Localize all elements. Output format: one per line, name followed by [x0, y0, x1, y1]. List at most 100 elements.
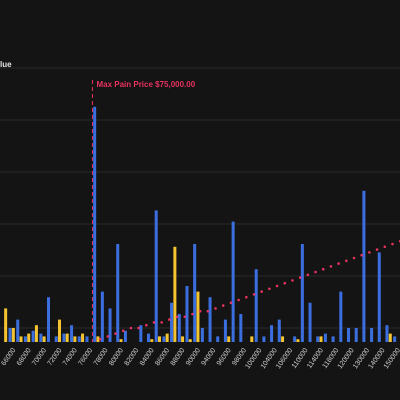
bar-yellow — [196, 291, 200, 342]
bar-blue — [85, 336, 89, 342]
bar-yellow — [11, 328, 15, 342]
bar-yellow — [165, 333, 169, 342]
bar-yellow — [388, 333, 392, 342]
bar-blue — [316, 336, 320, 342]
line-point — [214, 307, 217, 310]
bar-yellow — [57, 319, 61, 342]
bar-blue — [216, 336, 220, 342]
bar-blue — [193, 244, 197, 342]
x-tick-label: 84000 — [139, 347, 156, 367]
line-point — [183, 315, 187, 319]
bar-blue — [100, 291, 104, 342]
bar-blue — [385, 325, 389, 342]
line-point — [275, 284, 279, 288]
line-point — [191, 312, 194, 316]
bar-yellow — [281, 336, 285, 342]
bar-blue — [362, 190, 366, 342]
bar-blue — [16, 319, 20, 342]
bar-blue — [147, 333, 151, 342]
bar-blue — [277, 319, 281, 342]
line-point — [314, 270, 317, 274]
bar-blue — [308, 302, 312, 342]
bar-yellow — [65, 333, 69, 342]
bar-blue — [377, 252, 381, 342]
bar-yellow — [19, 336, 23, 342]
line-point — [221, 304, 225, 307]
line-point — [129, 326, 133, 330]
line-point — [237, 298, 240, 302]
x-tick-label: 70000 — [31, 347, 48, 367]
bar-blue — [93, 106, 97, 342]
bar-yellow — [319, 336, 323, 342]
bar-blue — [208, 297, 212, 342]
line-point — [121, 329, 125, 333]
line-point — [98, 337, 102, 341]
bar-yellow — [157, 336, 161, 342]
grid-lines — [0, 67, 400, 329]
bar-yellow — [4, 308, 8, 342]
bar-blue — [293, 336, 297, 342]
bar-yellow — [150, 339, 154, 342]
bar-yellow — [119, 339, 123, 342]
bar-blue — [108, 308, 112, 342]
line-point — [245, 295, 248, 299]
line-point — [137, 326, 140, 330]
bar-blue — [393, 336, 397, 342]
bar-yellow — [73, 336, 77, 342]
line-point — [106, 335, 110, 338]
bar-blue — [139, 325, 143, 342]
bar-blue — [231, 221, 235, 342]
bar-blue — [31, 330, 35, 342]
bar-yellow — [27, 333, 31, 342]
bar-yellow — [188, 339, 192, 342]
max-pain-annotation: Max Pain Price $75,000.00 — [91, 80, 196, 342]
bar-yellow — [34, 325, 38, 342]
line-point — [229, 301, 233, 305]
line-point — [268, 287, 271, 291]
x-tick-label: 90000 — [185, 347, 202, 367]
x-tick-label: 86000 — [154, 347, 171, 367]
bar-yellow — [296, 339, 300, 342]
line-point — [160, 321, 163, 324]
line-point — [345, 259, 348, 263]
bar-yellow — [96, 336, 100, 342]
line-point — [260, 290, 263, 293]
bar-blue — [270, 325, 274, 342]
bar-blue — [223, 319, 227, 342]
x-tick-label: 66000 — [0, 347, 17, 367]
line-point — [168, 318, 171, 321]
bar-blue — [170, 302, 174, 342]
bar-blue — [354, 328, 358, 342]
line-point — [321, 267, 325, 271]
bar-blue — [116, 244, 120, 342]
line-point — [337, 262, 340, 265]
bar-blue — [23, 336, 27, 342]
bar-blue — [77, 336, 81, 342]
line-point — [368, 251, 371, 254]
line-point — [383, 245, 387, 249]
dotted-line-series — [98, 239, 400, 341]
bar-blue — [254, 269, 258, 342]
bar-blue — [323, 333, 327, 342]
bar-blue — [200, 328, 204, 342]
bar-yellow — [81, 333, 85, 342]
line-point — [252, 293, 256, 296]
x-tick-label: 88000 — [170, 347, 187, 367]
line-point — [375, 248, 379, 251]
x-tick-label: 94000 — [200, 347, 217, 367]
bar-yellow — [181, 336, 185, 342]
bar-blue — [177, 314, 181, 342]
bar-blue — [339, 291, 343, 342]
bar-blue — [300, 244, 304, 342]
line-point — [175, 315, 179, 319]
line-point — [283, 281, 287, 285]
bar-blue — [370, 328, 374, 342]
x-axis-ticks: 6600068000700007200074000760007800080000… — [0, 347, 400, 370]
line-point — [206, 309, 210, 313]
bar-yellow — [42, 336, 46, 342]
bars — [4, 106, 397, 342]
bar-blue — [162, 336, 166, 342]
bar-blue — [262, 336, 266, 342]
max-pain-label: Max Pain Price $75,000.00 — [96, 80, 195, 89]
